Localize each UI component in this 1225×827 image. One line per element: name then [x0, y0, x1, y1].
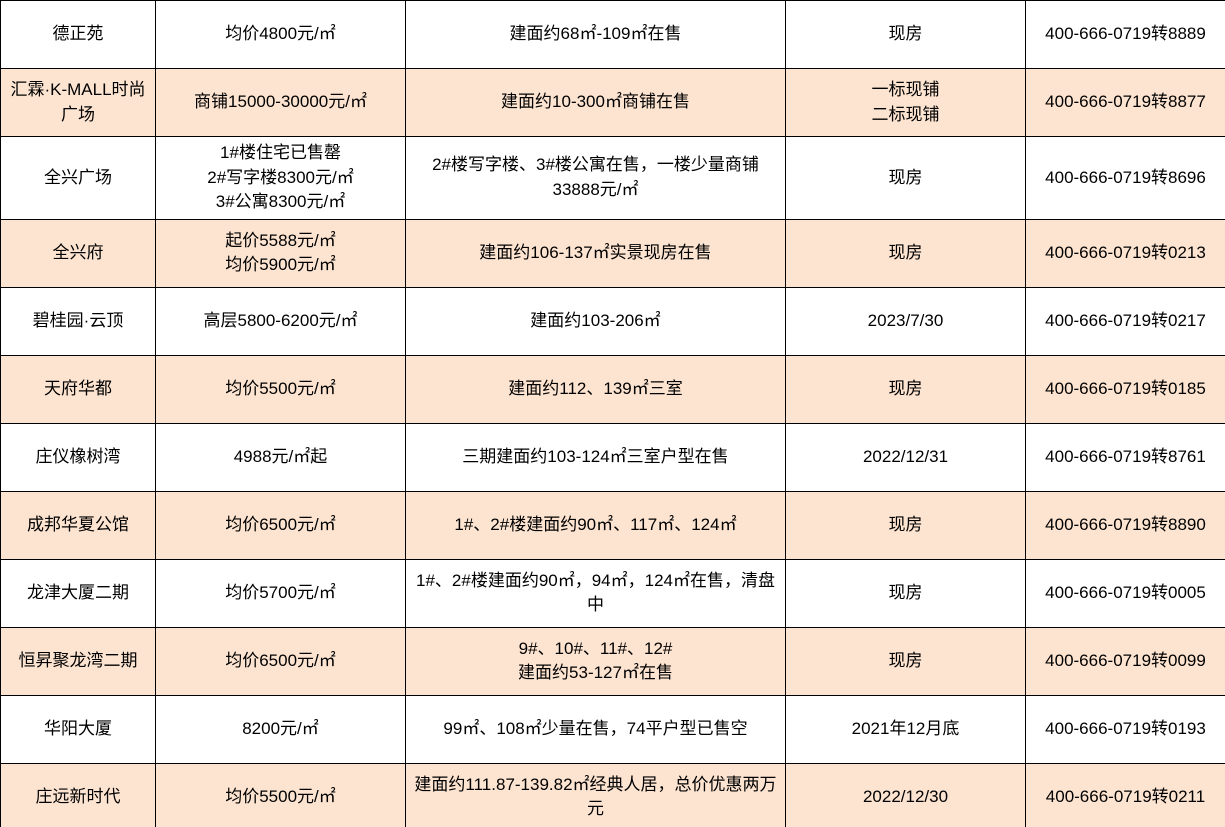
area-cell: 建面约68㎡-109㎡在售	[406, 1, 786, 69]
table-row: 恒昇聚龙湾二期均价6500元/㎡9#、10#、11#、12#建面约53-127㎡…	[1, 627, 1225, 695]
status-cell: 2023/7/30	[786, 287, 1026, 355]
status-cell: 现房	[786, 219, 1026, 287]
project-name-cell: 龙津大厦二期	[1, 559, 156, 627]
phone-cell: 400-666-0719转0099	[1026, 627, 1225, 695]
table-row: 碧桂园·云顶高层5800-6200元/㎡建面约103-206㎡2023/7/30…	[1, 287, 1225, 355]
area-cell: 1#、2#楼建面约90㎡、117㎡、124㎡	[406, 491, 786, 559]
area-cell: 建面约103-206㎡	[406, 287, 786, 355]
phone-cell: 400-666-0719转8696	[1026, 137, 1225, 220]
table-row: 全兴广场1#楼住宅已售罄2#写字楼8300元/㎡3#公寓8300元/㎡2#楼写字…	[1, 137, 1225, 220]
status-cell: 2022/12/30	[786, 763, 1026, 827]
project-name-cell: 成邦华夏公馆	[1, 491, 156, 559]
phone-cell: 400-666-0719转0193	[1026, 695, 1225, 763]
project-name-cell: 碧桂园·云顶	[1, 287, 156, 355]
area-cell: 建面约111.87-139.82㎡经典人居，总价优惠两万元	[406, 763, 786, 827]
project-name-cell: 恒昇聚龙湾二期	[1, 627, 156, 695]
project-name-cell: 全兴府	[1, 219, 156, 287]
table-row: 成邦华夏公馆均价6500元/㎡1#、2#楼建面约90㎡、117㎡、124㎡现房4…	[1, 491, 1225, 559]
price-cell: 起价5588元/㎡均价5900元/㎡	[156, 219, 406, 287]
phone-cell: 400-666-0719转0005	[1026, 559, 1225, 627]
price-cell: 商铺15000-30000元/㎡	[156, 69, 406, 137]
project-name-cell: 全兴广场	[1, 137, 156, 220]
status-cell: 现房	[786, 355, 1026, 423]
area-cell: 三期建面约103-124㎡三室户型在售	[406, 423, 786, 491]
price-cell: 均价6500元/㎡	[156, 627, 406, 695]
area-cell: 建面约10-300㎡商铺在售	[406, 69, 786, 137]
phone-cell: 400-666-0719转8877	[1026, 69, 1225, 137]
property-table: 德正苑均价4800元/㎡建面约68㎡-109㎡在售现房400-666-0719转…	[0, 0, 1225, 827]
price-cell: 均价6500元/㎡	[156, 491, 406, 559]
price-cell: 均价5500元/㎡	[156, 355, 406, 423]
price-cell: 8200元/㎡	[156, 695, 406, 763]
project-name-cell: 德正苑	[1, 1, 156, 69]
status-cell: 现房	[786, 491, 1026, 559]
area-cell: 建面约112、139㎡三室	[406, 355, 786, 423]
status-cell: 一标现铺二标现铺	[786, 69, 1026, 137]
table-row: 汇霖·K-MALL时尚广场商铺15000-30000元/㎡建面约10-300㎡商…	[1, 69, 1225, 137]
price-cell: 高层5800-6200元/㎡	[156, 287, 406, 355]
table-row: 庄仪橡树湾4988元/㎡起三期建面约103-124㎡三室户型在售2022/12/…	[1, 423, 1225, 491]
phone-cell: 400-666-0719转8889	[1026, 1, 1225, 69]
phone-cell: 400-666-0719转0213	[1026, 219, 1225, 287]
phone-cell: 400-666-0719转8890	[1026, 491, 1225, 559]
project-name-cell: 庄仪橡树湾	[1, 423, 156, 491]
phone-cell: 400-666-0719转8761	[1026, 423, 1225, 491]
status-cell: 2022/12/31	[786, 423, 1026, 491]
status-cell: 现房	[786, 137, 1026, 220]
project-name-cell: 天府华都	[1, 355, 156, 423]
status-cell: 现房	[786, 627, 1026, 695]
area-cell: 99㎡、108㎡少量在售，74平户型已售空	[406, 695, 786, 763]
status-cell: 2021年12月底	[786, 695, 1026, 763]
price-cell: 均价4800元/㎡	[156, 1, 406, 69]
table-row: 全兴府起价5588元/㎡均价5900元/㎡建面约106-137㎡实景现房在售现房…	[1, 219, 1225, 287]
price-cell: 1#楼住宅已售罄2#写字楼8300元/㎡3#公寓8300元/㎡	[156, 137, 406, 220]
area-cell: 1#、2#楼建面约90㎡，94㎡，124㎡在售，清盘中	[406, 559, 786, 627]
table-row: 华阳大厦8200元/㎡99㎡、108㎡少量在售，74平户型已售空2021年12月…	[1, 695, 1225, 763]
table-row: 德正苑均价4800元/㎡建面约68㎡-109㎡在售现房400-666-0719转…	[1, 1, 1225, 69]
table-row: 庄远新时代均价5500元/㎡建面约111.87-139.82㎡经典人居，总价优惠…	[1, 763, 1225, 827]
phone-cell: 400-666-0719转0211	[1026, 763, 1225, 827]
table-row: 龙津大厦二期均价5700元/㎡1#、2#楼建面约90㎡，94㎡，124㎡在售，清…	[1, 559, 1225, 627]
price-cell: 4988元/㎡起	[156, 423, 406, 491]
table-row: 天府华都均价5500元/㎡建面约112、139㎡三室现房400-666-0719…	[1, 355, 1225, 423]
phone-cell: 400-666-0719转0217	[1026, 287, 1225, 355]
area-cell: 2#楼写字楼、3#楼公寓在售，一楼少量商铺 33888元/㎡	[406, 137, 786, 220]
status-cell: 现房	[786, 559, 1026, 627]
status-cell: 现房	[786, 1, 1026, 69]
project-name-cell: 华阳大厦	[1, 695, 156, 763]
phone-cell: 400-666-0719转0185	[1026, 355, 1225, 423]
price-cell: 均价5700元/㎡	[156, 559, 406, 627]
area-cell: 建面约106-137㎡实景现房在售	[406, 219, 786, 287]
project-name-cell: 庄远新时代	[1, 763, 156, 827]
area-cell: 9#、10#、11#、12#建面约53-127㎡在售	[406, 627, 786, 695]
project-name-cell: 汇霖·K-MALL时尚广场	[1, 69, 156, 137]
price-cell: 均价5500元/㎡	[156, 763, 406, 827]
